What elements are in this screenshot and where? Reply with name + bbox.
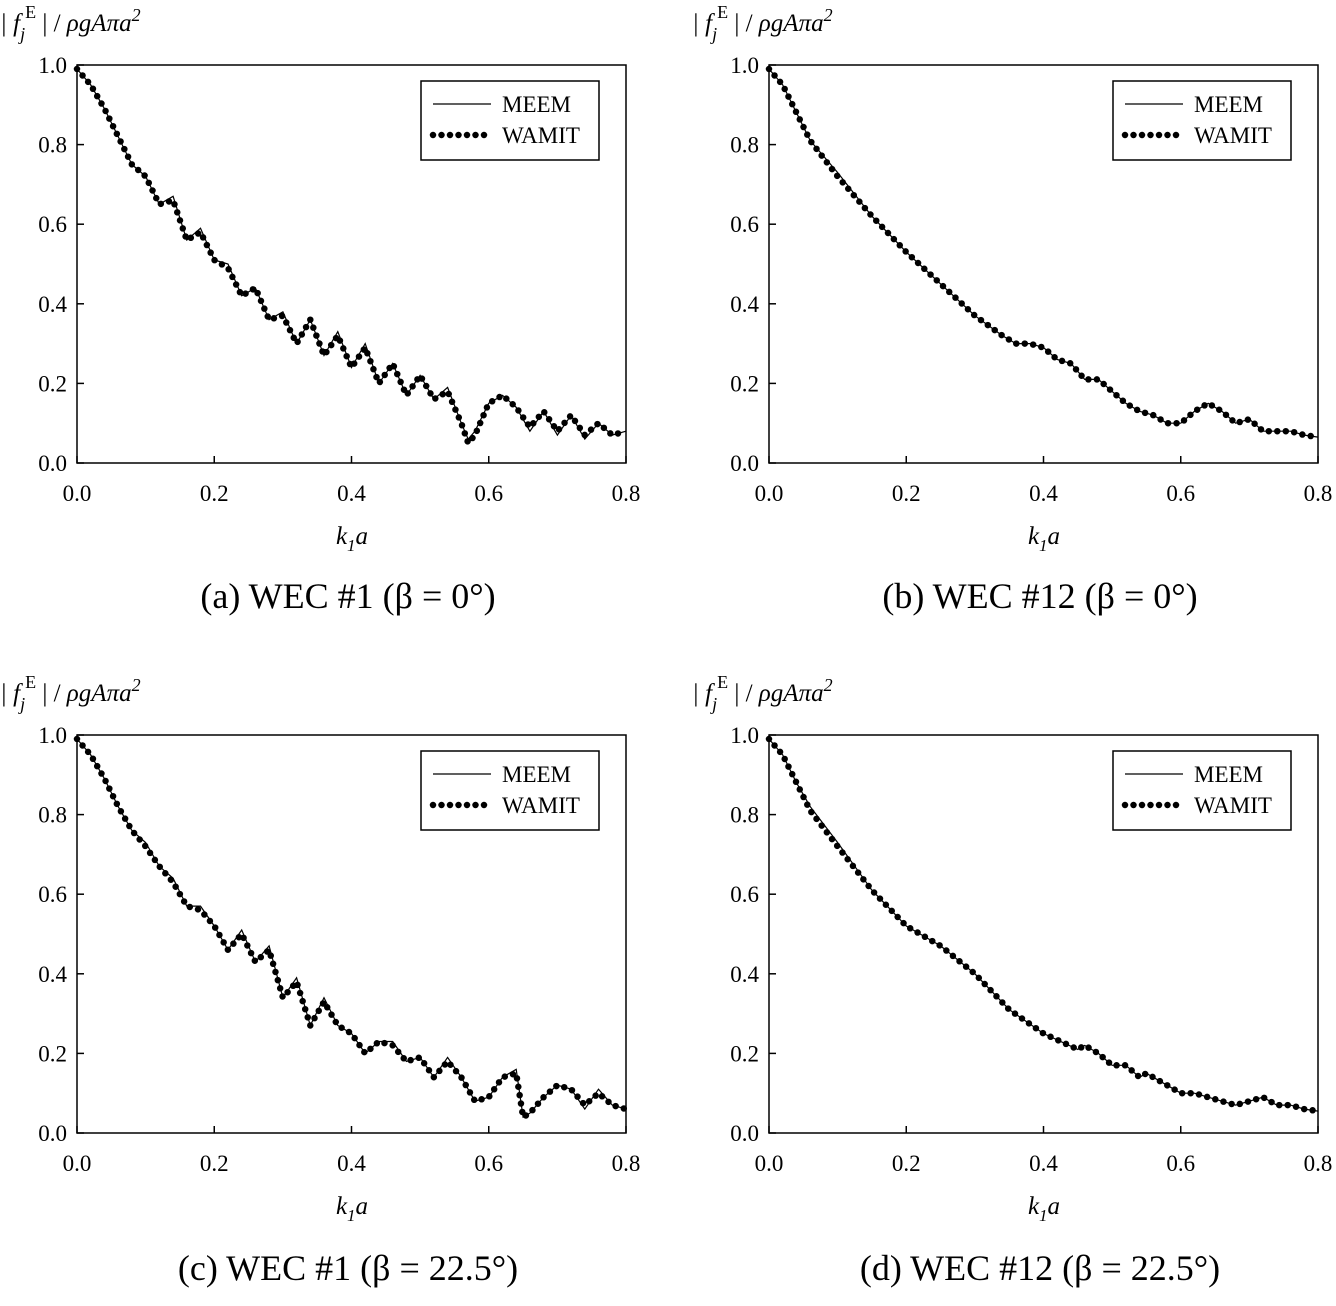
series-wamit xyxy=(73,65,630,450)
series-meem xyxy=(76,738,627,1119)
y-tick-label: 0.8 xyxy=(730,133,759,158)
legend-box xyxy=(1112,750,1292,831)
y-tick-label: 0.6 xyxy=(38,212,67,237)
y-tick-label: 0.4 xyxy=(38,292,67,317)
x-tick-label: 0.4 xyxy=(1029,1151,1058,1176)
x-tick-label: 0.2 xyxy=(892,481,921,506)
series-meem xyxy=(76,68,627,441)
legend-label-wamit: WAMIT xyxy=(502,793,580,818)
legend-label-wamit: WAMIT xyxy=(1194,123,1272,148)
series-meem xyxy=(768,738,1319,1112)
x-tick-label: 0.6 xyxy=(474,1151,503,1176)
panel-caption: (c) WEC #1 (β = 22.5°) xyxy=(178,1248,518,1288)
x-tick-label: 0.4 xyxy=(337,481,366,506)
legend: MEEM WAMIT xyxy=(1112,80,1292,161)
x-tick-label: 0.2 xyxy=(892,1151,921,1176)
x-axis-label: k1a xyxy=(336,523,368,555)
legend-label-meem: MEEM xyxy=(502,762,571,787)
chart-panel-c: 0.0 0.2 0.4 0.6 0.8 1.0 0.0 0.2 0.4 0.6 0.8 | fjE |… xyxy=(0,672,640,1288)
x-tick-label: 0.0 xyxy=(755,481,784,506)
y-tick-label: 0.2 xyxy=(38,1041,67,1066)
legend-box xyxy=(420,750,600,831)
legend-label-meem: MEEM xyxy=(1194,762,1263,787)
x-tick-label: 0.2 xyxy=(200,1151,229,1176)
y-axis-label: | fjE | / ρgAπa2 xyxy=(0,672,141,714)
y-tick-label: 0.6 xyxy=(730,212,759,237)
x-tick-label: 0.0 xyxy=(63,1151,92,1176)
legend-label-wamit: WAMIT xyxy=(502,123,580,148)
x-tick-label: 0.8 xyxy=(1304,1151,1333,1176)
y-tick-label: 0.4 xyxy=(730,962,759,987)
y-tick-label: 0.0 xyxy=(730,1121,759,1146)
y-tick-label: 1.0 xyxy=(730,723,759,748)
y-tick-label: 0.6 xyxy=(730,882,759,907)
y-tick-label: 1.0 xyxy=(38,53,67,78)
x-tick-label: 0.8 xyxy=(612,1151,641,1176)
y-tick-label: 0.6 xyxy=(38,882,67,907)
x-axis-label: k1a xyxy=(336,1193,368,1225)
x-axis-label: k1a xyxy=(1028,523,1060,555)
panel-caption: (d) WEC #12 (β = 22.5°) xyxy=(860,1248,1220,1288)
legend: MEEM WAMIT xyxy=(420,750,600,831)
panel-caption: (b) WEC #12 (β = 0°) xyxy=(882,576,1197,616)
y-tick-label: 0.4 xyxy=(38,962,67,987)
y-tick-label: 0.8 xyxy=(38,803,67,828)
y-tick-label: 0.0 xyxy=(730,451,759,476)
y-tick-label: 0.8 xyxy=(38,133,67,158)
legend-label-meem: MEEM xyxy=(502,92,571,117)
chart-panel-a: 0.0 0.2 0.4 0.6 0.8 1.0 0.0 0.2 0.4 0.6 0.8 | fjE |… xyxy=(0,2,640,616)
legend-box xyxy=(420,80,600,161)
panel-caption: (a) WEC #1 (β = 0°) xyxy=(200,576,495,616)
x-axis-label: k1a xyxy=(1028,1193,1060,1225)
x-tick-label: 0.6 xyxy=(474,481,503,506)
x-tick-label: 0.6 xyxy=(1166,481,1195,506)
legend-box xyxy=(1112,80,1292,161)
x-tick-label: 0.8 xyxy=(1304,481,1333,506)
y-axis-label: | fjE | / ρgAπa2 xyxy=(0,2,141,44)
y-tick-label: 0.8 xyxy=(730,803,759,828)
x-tick-label: 0.4 xyxy=(1029,481,1058,506)
y-tick-label: 0.2 xyxy=(38,371,67,396)
legend-label-wamit: WAMIT xyxy=(1194,793,1272,818)
y-axis-label: | fjE | / ρgAπa2 xyxy=(692,672,833,714)
x-tick-label: 0.2 xyxy=(200,481,229,506)
legend: MEEM WAMIT xyxy=(420,80,600,161)
y-tick-label: 0.4 xyxy=(730,292,759,317)
y-tick-label: 1.0 xyxy=(38,723,67,748)
y-tick-label: 0.2 xyxy=(730,1041,759,1066)
chart-panel-b: 0.0 0.2 0.4 0.6 0.8 1.0 0.0 0.2 0.4 0.6 0.8 | fjE |… xyxy=(692,2,1332,616)
x-tick-label: 0.4 xyxy=(337,1151,366,1176)
y-axis-label: | fjE | / ρgAπa2 xyxy=(692,2,833,44)
legend: MEEM WAMIT xyxy=(1112,750,1292,831)
x-tick-label: 0.0 xyxy=(755,1151,784,1176)
x-tick-label: 0.6 xyxy=(1166,1151,1195,1176)
x-tick-label: 0.8 xyxy=(612,481,641,506)
legend-label-meem: MEEM xyxy=(1194,92,1263,117)
y-tick-label: 0.0 xyxy=(38,451,67,476)
series-meem xyxy=(768,68,1319,438)
y-tick-label: 0.0 xyxy=(38,1121,67,1146)
y-tick-label: 1.0 xyxy=(730,53,759,78)
y-tick-label: 0.2 xyxy=(730,371,759,396)
x-tick-label: 0.0 xyxy=(63,481,92,506)
chart-panel-d: 0.0 0.2 0.4 0.6 0.8 1.0 0.0 0.2 0.4 0.6 0.8 | fjE |… xyxy=(692,672,1332,1288)
